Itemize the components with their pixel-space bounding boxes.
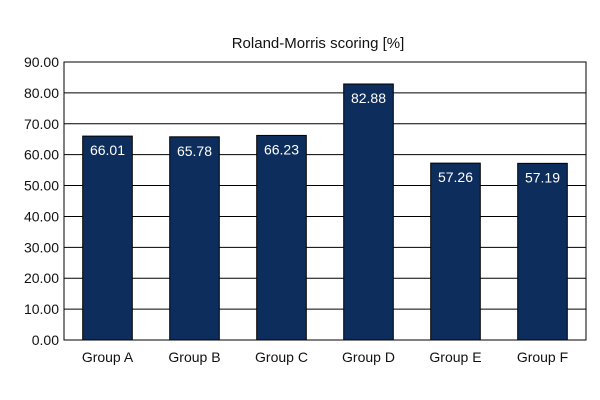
y-tick-label: 70.00: [24, 116, 59, 132]
chart-title: Roland-Morris scoring [%]: [232, 35, 405, 52]
y-tick-label: 80.00: [24, 85, 59, 101]
x-tick-label: Group B: [168, 349, 220, 365]
bars: [82, 83, 568, 341]
x-axis-tick-labels: Group A Group B Group C Group D Group E Group…: [82, 349, 568, 365]
y-tick-label: 30.00: [24, 239, 59, 255]
data-label: 82.88: [351, 90, 386, 106]
plot-area-frame: [63, 61, 587, 341]
y-tick-label: 10.00: [24, 301, 59, 317]
y-tick-label: 90.00: [24, 54, 59, 70]
x-tick-label: Group C: [255, 349, 308, 365]
data-label: 57.26: [438, 169, 473, 185]
bar-group-e: [430, 162, 481, 341]
bar-group-b: [169, 136, 220, 341]
data-label: 65.78: [177, 143, 212, 159]
y-tick-label: 20.00: [24, 270, 59, 286]
grid-lines: [64, 92, 586, 310]
bar-group-a: [82, 135, 133, 341]
x-tick-label: Group F: [517, 349, 568, 365]
data-label: 66.23: [264, 141, 299, 157]
data-label: 57.19: [525, 169, 560, 185]
x-tick-label: Group E: [429, 349, 481, 365]
bar-group-d: [343, 83, 394, 341]
bar-group-f: [517, 162, 568, 341]
y-axis-tick-labels: 0.00 10.00 20.00 30.00 40.00 50.00 60.00 70.00 8…: [24, 54, 59, 348]
x-tick-label: Group A: [82, 349, 134, 365]
y-tick-label: 60.00: [24, 147, 59, 163]
data-labels: 66.01 65.78 66.23 82.88 57.26 57.19: [90, 90, 560, 185]
y-tick-label: 40.00: [24, 208, 59, 224]
y-tick-label: 50.00: [24, 178, 59, 194]
data-label: 66.01: [90, 142, 125, 158]
y-tick-label: 0.00: [32, 332, 59, 348]
x-tick-label: Group D: [342, 349, 395, 365]
bar-group-c: [256, 134, 307, 341]
